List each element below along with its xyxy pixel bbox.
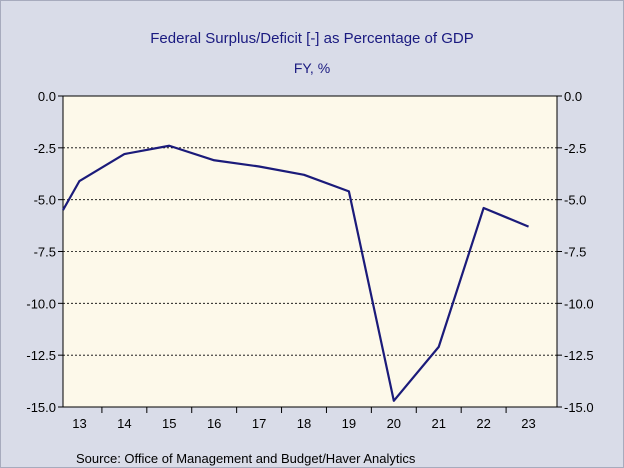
y-tick-label-left: -5.0 — [34, 193, 56, 208]
y-tick-label-right: -7.5 — [564, 245, 586, 260]
y-tick-label-right: -5.0 — [564, 193, 586, 208]
x-tick-label: 20 — [387, 416, 401, 431]
y-tick-label-right: 0.0 — [564, 89, 582, 104]
x-tick-label: 21 — [431, 416, 445, 431]
x-tick-label: 15 — [162, 416, 176, 431]
y-tick-label-left: -7.5 — [34, 245, 56, 260]
y-tick-label-right: -12.5 — [564, 348, 594, 363]
chart-subtitle: FY, % — [293, 60, 331, 76]
y-tick-label-left: 0.0 — [38, 89, 56, 104]
x-tick-label: 16 — [207, 416, 221, 431]
x-tick-label: 17 — [252, 416, 266, 431]
x-tick-label: 18 — [297, 416, 311, 431]
y-tick-label-right: -15.0 — [564, 400, 594, 415]
y-tick-label-right: -10.0 — [564, 296, 594, 311]
x-tick-label: 22 — [476, 416, 490, 431]
plot-area — [62, 95, 558, 408]
y-tick-label-right: -2.5 — [564, 141, 586, 156]
chart-title: Federal Surplus/Deficit [-] as Percentag… — [150, 30, 474, 47]
x-tick-label: 23 — [521, 416, 535, 431]
y-tick-label-left: -15.0 — [26, 400, 56, 415]
x-tick-label: 14 — [117, 416, 131, 431]
x-tick-label: 13 — [72, 416, 86, 431]
series-line — [62, 144, 529, 402]
y-tick-label-left: -10.0 — [26, 296, 56, 311]
source-note: Source: Office of Management and Budget/… — [76, 451, 416, 466]
y-tick-label-left: -12.5 — [26, 348, 56, 363]
y-tick-label-left: -2.5 — [34, 141, 56, 156]
x-tick-label: 19 — [342, 416, 356, 431]
